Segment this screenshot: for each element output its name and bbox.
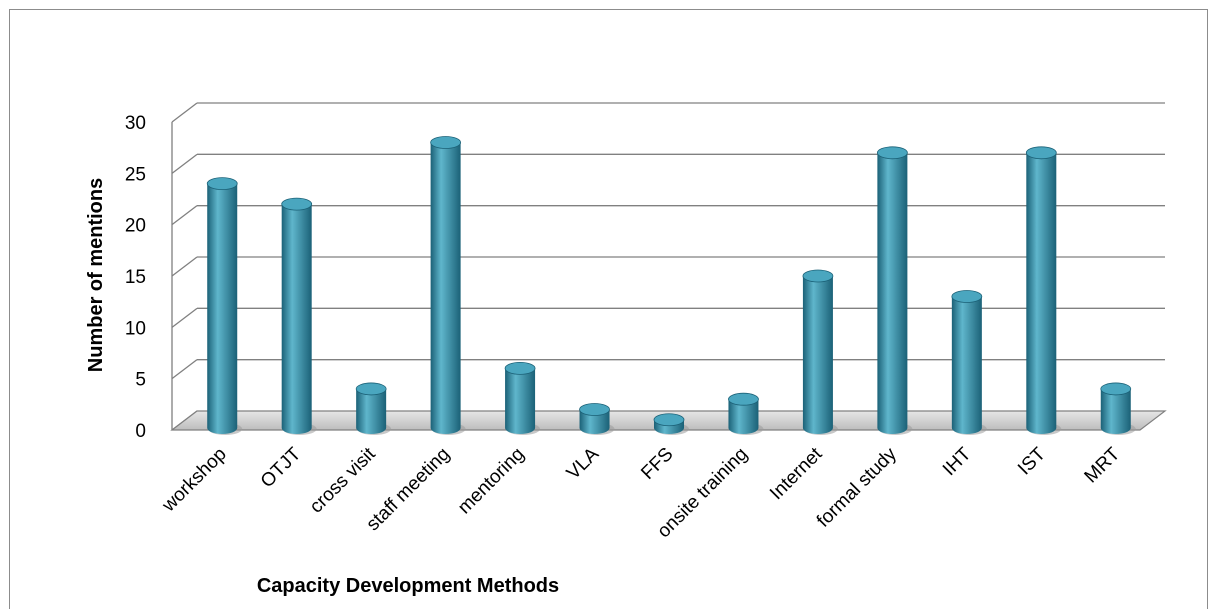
y-tick-labels: 0 5 10 15 20 25 30 [125,113,146,442]
bar-top [1025,146,1057,160]
bar-iht [951,290,987,435]
bar-body [877,152,908,435]
x-tick-label: MRT [1081,443,1125,487]
bar-formal-study [876,146,913,435]
bar-top [1100,382,1132,396]
y-tick-label: 5 [135,370,146,391]
gridlines [171,102,1165,431]
bar-body [1100,388,1131,434]
bar-staff-meeting [430,136,466,435]
bar-top [430,136,462,149]
y-tick-label: 0 [135,421,146,442]
y-tick-label: 10 [125,318,146,339]
bar-top [951,290,983,303]
bar-top [355,382,387,396]
x-tick-label: VLA [563,443,603,483]
gridline-depth [171,359,198,380]
bar-series [206,136,1136,435]
bar-workshop [206,177,243,435]
bar-top [281,197,313,211]
bar-top [206,177,238,191]
gridline-depth [171,102,198,123]
gridline-depth [171,205,198,226]
chart-frame [9,9,1208,609]
bar-body [728,399,759,434]
gridline-depth [171,153,198,174]
x-tick-label: Internet [766,443,827,504]
bar-body [207,183,238,434]
x-axis-title: Capacity Development Methods [257,575,559,597]
bar-body [505,368,536,434]
y-tick-label: 30 [125,113,146,134]
bar-top [728,392,759,406]
bar-mrt [1100,382,1136,435]
bar-ist [1025,146,1062,435]
bar-top [802,269,834,283]
bar-internet [802,269,838,435]
x-tick-label: IST [1014,443,1050,479]
x-tick-label: OTJT [257,443,306,492]
bar-top [653,413,685,427]
bar-otjt [281,197,317,435]
bar-body [1026,152,1057,435]
gridline-depth [171,256,198,277]
bar-body [802,276,833,434]
bar-top [876,146,908,160]
bar-mentoring [504,361,541,435]
bar-cross-visit [355,382,392,435]
bar-body [579,409,610,434]
y-tick-label: 15 [125,267,146,288]
x-tick-label: formal study [813,443,901,531]
bar-onsite-training [728,392,764,435]
x-tick-label: FFS [637,444,677,484]
x-tick-label: mentoring [454,444,529,519]
bar-top [504,361,536,375]
y-axis-title: Number of mentions [85,178,107,372]
bar-body [951,296,982,434]
x-tick-label: cross visit [306,443,380,517]
y-tick-label: 20 [125,216,146,237]
bar-ffs [653,413,689,435]
bar-top [579,403,610,416]
x-tick-label: IHT [939,443,976,480]
x-tick-label: workshop [158,444,231,517]
bar-vla [579,403,615,435]
gridline-depth [171,307,198,328]
bar-body [281,204,312,434]
bar-body [430,142,461,435]
bar-body [356,388,387,434]
y-tick-label: 25 [125,164,146,185]
